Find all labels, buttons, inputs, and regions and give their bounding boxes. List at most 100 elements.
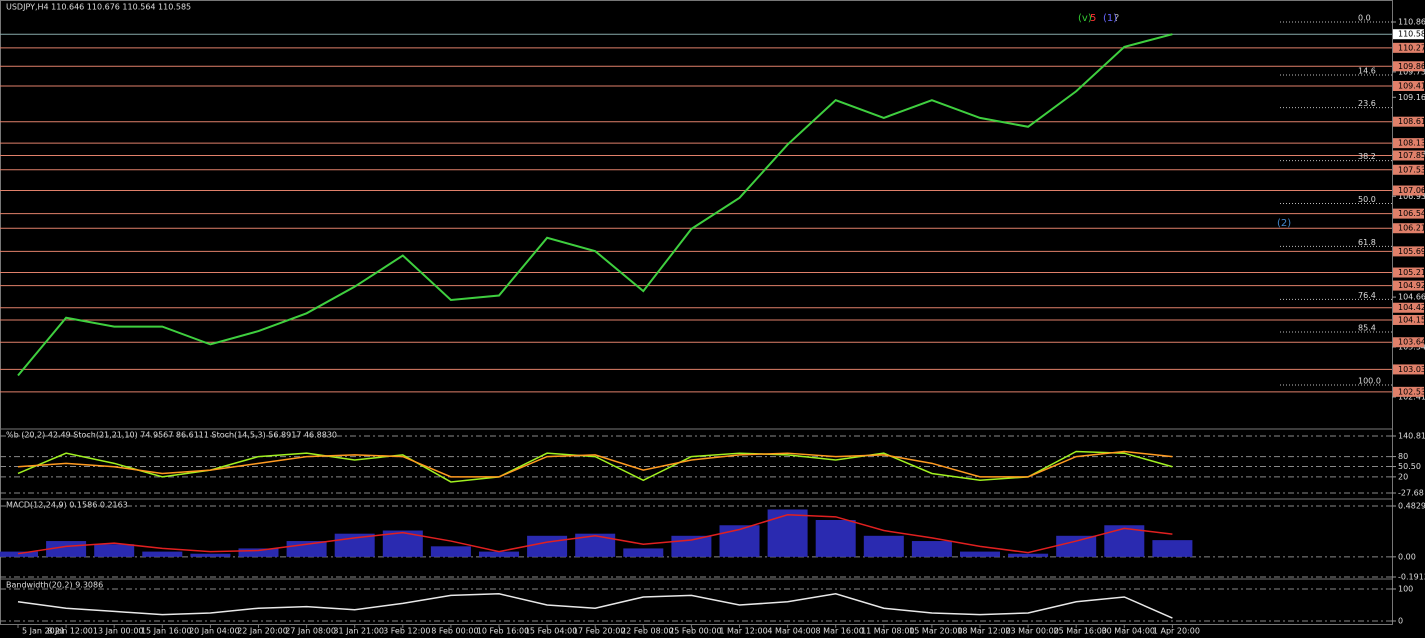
level-label-box xyxy=(1393,267,1424,278)
y-tick-label: 140.81 xyxy=(1398,432,1425,441)
x-tick-label: 15 Feb 04:00 xyxy=(525,627,577,636)
wave-label: (2) xyxy=(1277,218,1291,229)
level-label: 104.425 xyxy=(1398,303,1425,312)
y-tick-label: 50.50 xyxy=(1398,462,1421,471)
level-label-box xyxy=(1393,223,1424,234)
x-tick-label: 10 Feb 16:00 xyxy=(477,627,529,636)
level-label: 105.694 xyxy=(1398,247,1425,256)
frame xyxy=(0,0,1393,625)
y-tick-label: 100 xyxy=(1398,585,1413,594)
histogram-bar xyxy=(1152,540,1193,557)
histogram-bar xyxy=(527,535,568,557)
x-tick-label: 22 Feb 08:00 xyxy=(621,627,673,636)
histogram-bar xyxy=(911,541,952,557)
x-tick-label: 22 Jan 20:00 xyxy=(237,627,288,636)
x-tick-label: 25 Feb 00:00 xyxy=(669,627,721,636)
wave-label: 5 xyxy=(1090,13,1096,24)
level-label-box xyxy=(1393,246,1424,257)
y-tick-label: 80 xyxy=(1398,452,1408,461)
level-label: 110.278 xyxy=(1398,43,1425,52)
x-tick-label: 11 Mar 08:00 xyxy=(861,627,914,636)
x-tick-label: 30 Mar 04:00 xyxy=(1102,627,1155,636)
level-label: 105.218 xyxy=(1398,268,1425,277)
histogram-bar xyxy=(430,546,471,557)
fib-label: 76.4 xyxy=(1358,291,1376,300)
histogram-bar xyxy=(190,553,231,557)
histogram-bar xyxy=(960,551,1000,557)
level-label-box xyxy=(1393,386,1424,397)
level-label: 108.615 xyxy=(1398,117,1425,126)
panel-title: MACD(12,24,9) 0.1586 0.2163 xyxy=(6,501,128,510)
y-tick-label: 0.00 xyxy=(1398,552,1416,561)
x-tick-label: 23 Mar 00:00 xyxy=(1005,627,1058,636)
series-line xyxy=(17,593,1173,619)
y-tick-label: 110.860 xyxy=(1398,18,1425,27)
histogram-bar xyxy=(719,525,760,557)
x-tick-label: 17 Feb 20:00 xyxy=(573,627,625,636)
y-tick-label: 102.415 xyxy=(1398,393,1425,402)
fib-label: 61.8 xyxy=(1358,238,1376,247)
y-tick-label: -0.1913 xyxy=(1398,573,1425,582)
panel-title: %b (20,2) 42.49 Stoch(21,21,10) 74.9567 … xyxy=(6,431,337,440)
level-label: 103.036 xyxy=(1398,365,1425,374)
fib-label: 38.2 xyxy=(1358,152,1376,161)
y-tick-label: 20 xyxy=(1398,472,1408,481)
level-label-box xyxy=(1393,150,1424,161)
wave-label: ? xyxy=(1114,13,1119,24)
y-tick-label: 104.665 xyxy=(1398,293,1425,302)
fib-label: 23.6 xyxy=(1358,99,1376,108)
x-tick-label: 1 Apr 20:00 xyxy=(1153,627,1200,636)
x-tick-label: 1 Mar 12:00 xyxy=(719,627,767,636)
histogram-bar xyxy=(479,551,519,557)
histogram-bar xyxy=(671,535,712,557)
x-tick-label: 18 Mar 12:00 xyxy=(957,627,1010,636)
histogram-bar xyxy=(1056,535,1097,557)
level-label: 109.863 xyxy=(1398,62,1425,71)
y-tick-label: 109.165 xyxy=(1398,93,1425,102)
series-line xyxy=(17,450,1173,478)
x-tick-label: 8 Mar 16:00 xyxy=(816,627,864,636)
x-tick-label: 25 Mar 16:00 xyxy=(1053,627,1106,636)
level-label: 102.531 xyxy=(1398,387,1425,396)
level-label-box xyxy=(1393,302,1424,313)
level-label-box xyxy=(1393,208,1424,219)
level-label: 103.648 xyxy=(1398,338,1425,347)
x-tick-label: 8 Jan 12:00 xyxy=(47,627,93,636)
y-tick-label: 109.735 xyxy=(1398,67,1425,76)
level-label-box xyxy=(1393,116,1424,127)
x-tick-label: 31 Jan 21:00 xyxy=(333,627,384,636)
x-tick-label: 5 Jan 2021 xyxy=(22,627,65,636)
level-label-box xyxy=(1393,164,1424,175)
level-label: 104.924 xyxy=(1398,281,1425,290)
level-label-box xyxy=(1393,364,1424,375)
panel-title: Bandwidth(20,2) 9.3086 xyxy=(6,581,103,590)
y-tick-label: 0 xyxy=(1398,617,1403,626)
histogram-bar xyxy=(623,548,664,557)
histogram-bar xyxy=(767,509,808,557)
histogram-bar xyxy=(1008,553,1049,557)
histogram-bar xyxy=(815,519,856,557)
x-tick-label: 8 Feb 00:00 xyxy=(431,627,478,636)
histogram-bar xyxy=(863,535,904,557)
wave-label: (v) xyxy=(1078,13,1092,24)
series-line xyxy=(17,513,1173,555)
level-label-box xyxy=(1393,42,1424,53)
histogram-bar xyxy=(238,548,279,557)
x-tick-label: 4 Mar 04:00 xyxy=(767,627,815,636)
panel-title: USDJPY,H4 110.646 110.676 110.564 110.58… xyxy=(6,3,191,12)
level-label: 106.545 xyxy=(1398,209,1425,218)
x-tick-label: 15 Jan 16:00 xyxy=(141,627,192,636)
level-label-box xyxy=(1393,138,1424,149)
y-tick-label: 106.935 xyxy=(1398,192,1425,201)
y-tick-label: 0.4829 xyxy=(1398,502,1425,511)
fib-label: 85.4 xyxy=(1358,324,1376,333)
x-tick-label: 13 Jan 00:00 xyxy=(93,627,144,636)
level-label-box xyxy=(1393,314,1424,325)
wave-label: (1) xyxy=(1103,13,1117,24)
x-tick-label: 20 Jan 04:00 xyxy=(189,627,240,636)
level-label-box xyxy=(1393,280,1424,291)
level-label: 107.532 xyxy=(1398,165,1425,174)
